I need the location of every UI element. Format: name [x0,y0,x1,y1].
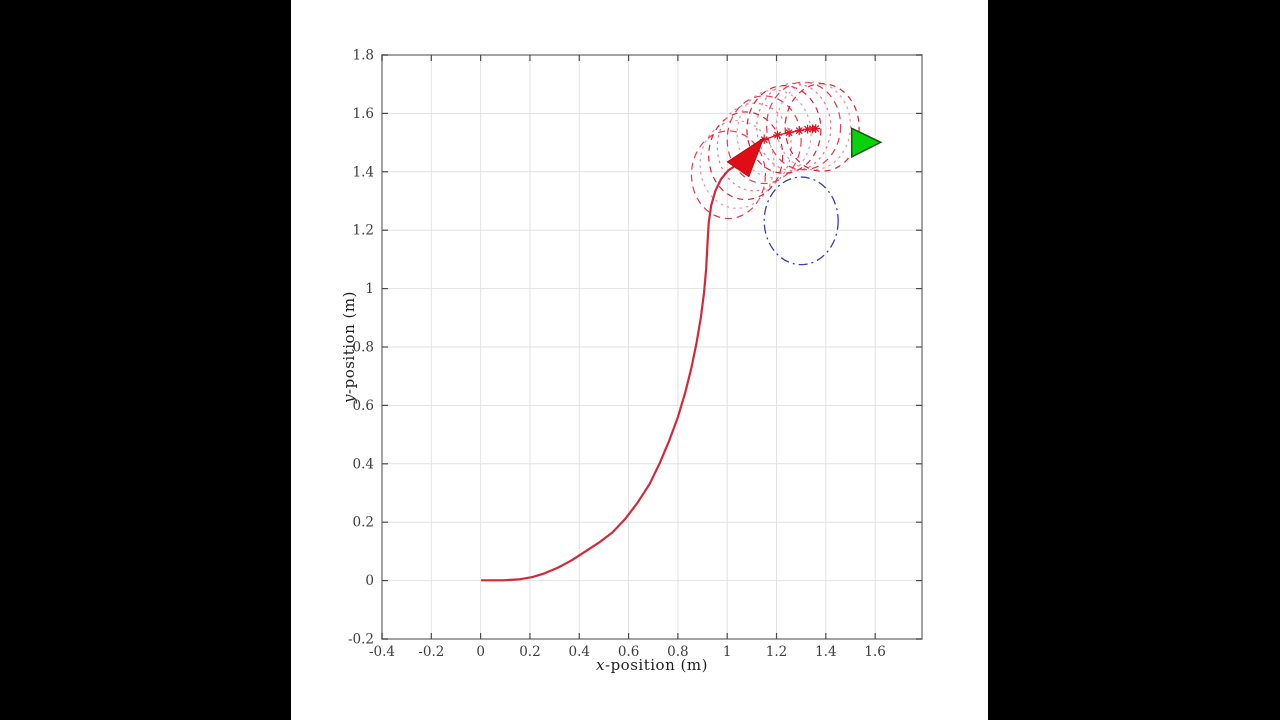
asterisk-marker [812,125,820,133]
y-tick-label: 0.4 [353,456,374,472]
figure-frame [291,0,988,720]
y-tick-label: 1.2 [353,223,374,239]
asterisk-marker [804,125,812,133]
footprint-circle [775,81,852,171]
footprint-circle [784,83,860,172]
footprint-circle [746,85,822,174]
goal-heading-arrow [850,127,883,159]
y-axis-label: y-position (m) [340,291,358,403]
footprint-circle [726,95,802,185]
y-tick-label: 1.6 [353,106,374,122]
robot-trajectory-line [480,160,745,582]
x-tick-label: 1 [723,644,732,660]
y-axis-label-rest: -position (m) [340,291,358,394]
y-axis-variable: y [340,393,358,403]
robot-heading-arrow [726,136,765,178]
obstacle-circle [763,176,839,266]
footprint-circle [690,130,767,220]
x-tick-label: -0.2 [418,644,444,660]
asterisk-marker [773,131,782,139]
y-tick-label: 0.2 [353,515,374,531]
y-tick-label: 0.8 [353,340,374,356]
x-tick-label: 1.6 [864,644,885,660]
footprint-circle [699,120,775,209]
asterisk-marker [795,127,803,135]
y-tick-label: 1.8 [353,48,374,64]
y-tick-label: -0.2 [348,632,374,648]
x-tick-label: 0.6 [618,644,639,660]
y-tick-label: 1 [365,281,374,297]
x-tick-label: 1.2 [766,644,787,660]
x-tick-label: 0.2 [519,644,540,660]
y-tick-label: 0.6 [353,398,374,414]
y-tick-label: 0 [365,573,374,589]
asterisk-marker [785,129,793,137]
x-tick-label: -0.4 [369,644,395,660]
y-tick-label: 1.4 [353,164,374,180]
x-tick-label: 0.8 [667,644,688,660]
x-tick-label: 0 [476,644,485,660]
x-axis-variable: x [596,656,606,674]
x-axis-label: x-position (m) [382,656,922,674]
x-tick-label: 1.4 [815,644,836,660]
footprint-circle [708,111,784,201]
footprint-circle [766,81,842,171]
x-axis-label-rest: -position (m) [605,656,708,674]
x-tick-label: 0.4 [569,644,590,660]
